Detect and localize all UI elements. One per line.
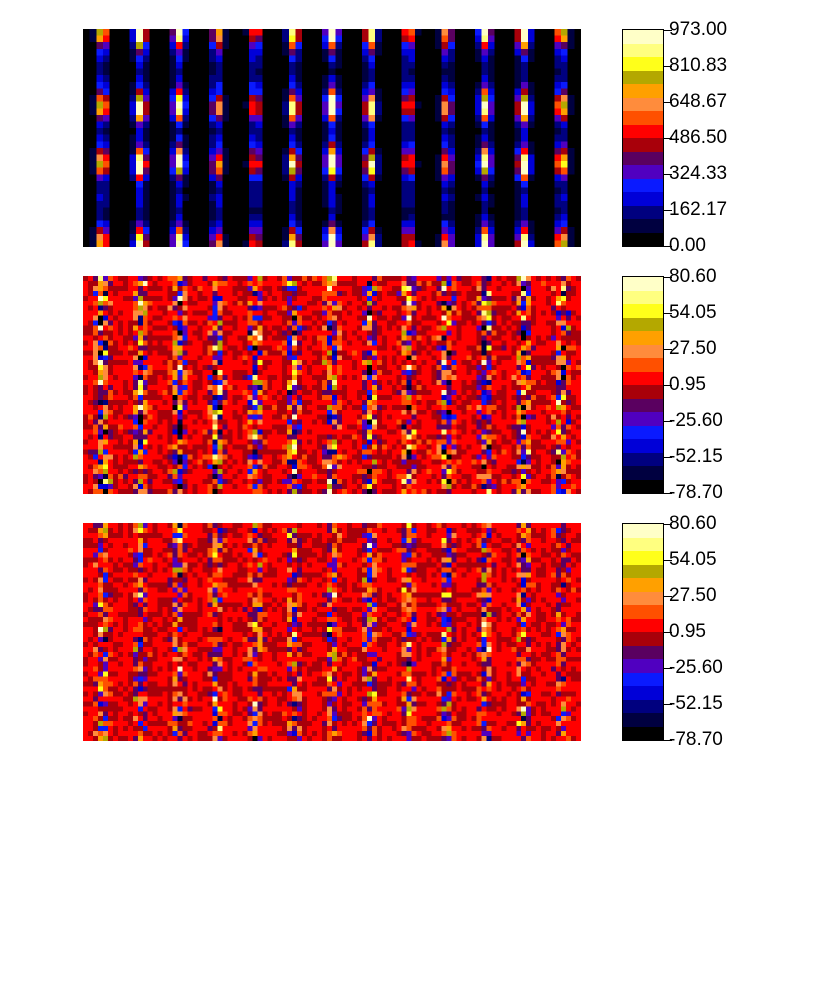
colorbar-step	[623, 605, 663, 619]
colorbar-step	[623, 564, 663, 578]
colorbar-tick-label: 973.00	[669, 19, 728, 40]
colorbar-step	[623, 304, 663, 318]
colorbar-step	[623, 618, 663, 632]
colorbar-tick	[664, 493, 672, 494]
colorbar-step	[623, 672, 663, 686]
colorbar-step	[623, 713, 663, 727]
colorbar-step	[623, 205, 663, 219]
colorbar-step	[623, 537, 663, 551]
colorbar-tick	[664, 102, 672, 103]
colorbar-tick-label: 80.60	[669, 266, 717, 287]
colorbar-step	[623, 290, 663, 304]
colorbar-step	[623, 466, 663, 480]
colorbar-step	[623, 165, 663, 179]
colorbar-tick	[664, 138, 672, 139]
colorbar-step	[623, 192, 663, 206]
colorbar-tick-label: -52.15	[669, 446, 723, 467]
colorbar-step	[623, 425, 663, 439]
colorbar-tick-label: 162.17	[669, 199, 728, 220]
colorbar-step	[623, 578, 663, 592]
colorbar-tick-label: 0.95	[669, 374, 706, 395]
colorbar-step	[623, 479, 663, 493]
colorbar-step	[623, 371, 663, 385]
colorbar-tick	[664, 740, 672, 741]
colorbar-tick-label: 27.50	[669, 585, 717, 606]
colorbar-tick-label: 54.05	[669, 549, 717, 570]
colorbar-step	[623, 43, 663, 57]
colorbar-step	[623, 632, 663, 646]
colorbar-step	[623, 344, 663, 358]
colorbar-step	[623, 439, 663, 453]
panel-residual-1: 80.60 54.05 27.50 0.95 -25.60 -52.15 -78.70	[0, 267, 830, 506]
colorbar-tick-label: -78.70	[669, 729, 723, 750]
colorbar-raw	[622, 29, 664, 247]
colorbar-step	[623, 686, 663, 700]
colorbar-tick	[664, 66, 672, 67]
colorbar-tick	[664, 210, 672, 211]
colorbar-step	[623, 97, 663, 111]
colorbar-step	[623, 358, 663, 372]
colorbar-step	[623, 57, 663, 71]
colorbar-step	[623, 551, 663, 565]
colorbar-step	[623, 412, 663, 426]
colorbar-step	[623, 726, 663, 740]
colorbar-tick	[664, 30, 672, 31]
colorbar-step	[623, 30, 663, 44]
colorbar-tick	[664, 385, 672, 386]
colorbar-residual-2	[622, 523, 664, 741]
colorbar-step	[623, 84, 663, 98]
colorbar-step	[623, 124, 663, 138]
colorbar-step	[623, 331, 663, 345]
colorbar-tick	[664, 668, 672, 669]
colorbar-tick	[664, 313, 672, 314]
colorbar-tick	[664, 457, 672, 458]
colorbar-step	[623, 524, 663, 538]
colorbar-step	[623, 452, 663, 466]
colorbar-tick-label: 80.60	[669, 513, 717, 534]
colorbar-step	[623, 219, 663, 233]
heatmap-residual-1	[83, 276, 581, 494]
colorbar-step	[623, 138, 663, 152]
colorbar-tick-label: -25.60	[669, 657, 723, 678]
colorbar-tick-label: -25.60	[669, 410, 723, 431]
colorbar-tick	[664, 349, 672, 350]
colorbar-tick	[664, 632, 672, 633]
colorbar-step	[623, 699, 663, 713]
panel-residual-2: 80.60 54.05 27.50 0.95 -25.60 -52.15 -78.70	[0, 514, 830, 753]
colorbar-step	[623, 70, 663, 84]
colorbar-tick	[664, 596, 672, 597]
colorbar-step	[623, 178, 663, 192]
heatmap-residual-2	[83, 523, 581, 741]
colorbar-step	[623, 277, 663, 291]
colorbar-tick-label: 54.05	[669, 302, 717, 323]
panel-raw-image: 973.00 810.83 648.67 486.50 324.33 162.17 0.00	[0, 20, 830, 259]
colorbar-tick	[664, 277, 672, 278]
colorbar-step	[623, 232, 663, 246]
colorbar-residual-1	[622, 276, 664, 494]
colorbar-step	[623, 385, 663, 399]
colorbar-tick-label: 0.00	[669, 235, 706, 256]
colorbar-tick	[664, 246, 672, 247]
colorbar-tick	[664, 560, 672, 561]
colorbar-step	[623, 591, 663, 605]
colorbar-step	[623, 111, 663, 125]
colorbar-step	[623, 659, 663, 673]
colorbar-tick	[664, 704, 672, 705]
colorbar-tick	[664, 174, 672, 175]
heatmap-raw-image	[83, 29, 581, 247]
colorbar-step	[623, 317, 663, 331]
colorbar-tick	[664, 421, 672, 422]
colorbar-tick-label: 648.67	[669, 91, 728, 112]
colorbar-tick	[664, 524, 672, 525]
colorbar-tick-label: 486.50	[669, 127, 728, 148]
colorbar-tick-label: 0.95	[669, 621, 706, 642]
colorbar-tick-label: 324.33	[669, 163, 728, 184]
colorbar-tick-label: -78.70	[669, 482, 723, 503]
colorbar-step	[623, 151, 663, 165]
colorbar-tick-label: 810.83	[669, 55, 728, 76]
colorbar-step	[623, 645, 663, 659]
colorbar-tick-label: -52.15	[669, 693, 723, 714]
colorbar-step	[623, 398, 663, 412]
colorbar-tick-label: 27.50	[669, 338, 717, 359]
